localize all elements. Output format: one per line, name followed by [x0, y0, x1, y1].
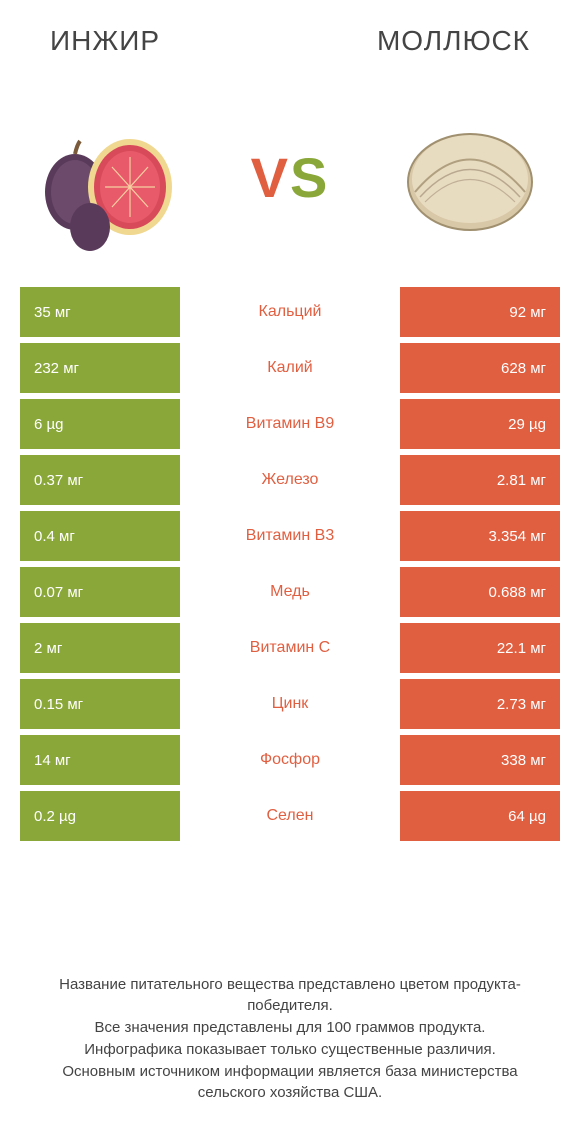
table-row: 232 мгКалий628 мг — [20, 343, 560, 393]
right-value-cell: 338 мг — [400, 735, 560, 785]
footer-line: Название питательного вещества представл… — [30, 974, 550, 1018]
nutrient-label: Витамин B3 — [180, 511, 400, 561]
comparison-table: 35 мгКальций92 мг232 мгКалий628 мг6 µgВи… — [0, 287, 580, 841]
fig-icon — [30, 97, 190, 257]
vs-v: V — [251, 146, 290, 209]
table-row: 0.4 мгВитамин B33.354 мг — [20, 511, 560, 561]
right-value-cell: 64 µg — [400, 791, 560, 841]
left-value-cell: 232 мг — [20, 343, 180, 393]
left-value-cell: 0.07 мг — [20, 567, 180, 617]
right-value-cell: 29 µg — [400, 399, 560, 449]
images-row: VS — [0, 67, 580, 287]
table-row: 35 мгКальций92 мг — [20, 287, 560, 337]
table-row: 6 µgВитамин B929 µg — [20, 399, 560, 449]
nutrient-label: Медь — [180, 567, 400, 617]
right-value-cell: 92 мг — [400, 287, 560, 337]
left-value-cell: 2 мг — [20, 623, 180, 673]
nutrient-label: Кальций — [180, 287, 400, 337]
left-value-cell: 0.2 µg — [20, 791, 180, 841]
footer-notes: Название питательного вещества представл… — [0, 974, 580, 1105]
nutrient-label: Селен — [180, 791, 400, 841]
right-value-cell: 2.81 мг — [400, 455, 560, 505]
header: ИНЖИР МОЛЛЮСК — [0, 0, 580, 67]
left-value-cell: 0.15 мг — [20, 679, 180, 729]
footer-line: Все значения представлены для 100 граммо… — [30, 1017, 550, 1039]
right-value-cell: 22.1 мг — [400, 623, 560, 673]
left-value-cell: 0.4 мг — [20, 511, 180, 561]
footer-line: Основным источником информации является … — [30, 1061, 550, 1105]
nutrient-label: Витамин B9 — [180, 399, 400, 449]
table-row: 0.07 мгМедь0.688 мг — [20, 567, 560, 617]
right-food-title: МОЛЛЮСК — [377, 25, 530, 57]
nutrient-label: Железо — [180, 455, 400, 505]
vs-s: S — [290, 146, 329, 209]
vs-label: VS — [251, 145, 330, 210]
nutrient-label: Цинк — [180, 679, 400, 729]
left-value-cell: 14 мг — [20, 735, 180, 785]
footer-line: Инфографика показывает только существенн… — [30, 1039, 550, 1061]
table-row: 0.37 мгЖелезо2.81 мг — [20, 455, 560, 505]
clam-icon — [390, 97, 550, 257]
left-food-title: ИНЖИР — [50, 25, 160, 57]
right-value-cell: 628 мг — [400, 343, 560, 393]
nutrient-label: Калий — [180, 343, 400, 393]
table-row: 0.2 µgСелен64 µg — [20, 791, 560, 841]
left-value-cell: 6 µg — [20, 399, 180, 449]
right-value-cell: 3.354 мг — [400, 511, 560, 561]
left-value-cell: 0.37 мг — [20, 455, 180, 505]
left-value-cell: 35 мг — [20, 287, 180, 337]
nutrient-label: Фосфор — [180, 735, 400, 785]
table-row: 0.15 мгЦинк2.73 мг — [20, 679, 560, 729]
right-value-cell: 2.73 мг — [400, 679, 560, 729]
table-row: 14 мгФосфор338 мг — [20, 735, 560, 785]
nutrient-label: Витамин C — [180, 623, 400, 673]
table-row: 2 мгВитамин C22.1 мг — [20, 623, 560, 673]
right-value-cell: 0.688 мг — [400, 567, 560, 617]
